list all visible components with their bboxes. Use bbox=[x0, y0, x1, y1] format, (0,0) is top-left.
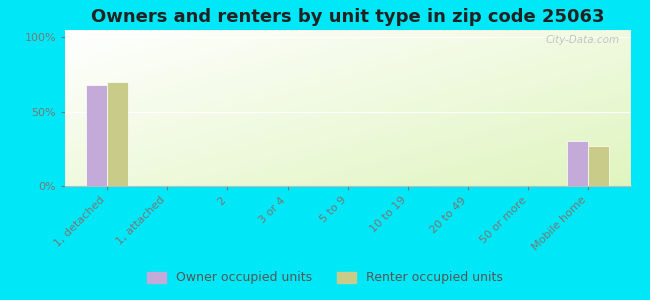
Bar bbox=[107, 82, 128, 186]
Bar bbox=[588, 146, 610, 186]
Bar bbox=[567, 141, 588, 186]
Title: Owners and renters by unit type in zip code 25063: Owners and renters by unit type in zip c… bbox=[91, 8, 604, 26]
Text: City-Data.com: City-Data.com bbox=[545, 35, 619, 45]
Legend: Owner occupied units, Renter occupied units: Owner occupied units, Renter occupied un… bbox=[141, 265, 509, 291]
Bar bbox=[86, 85, 107, 186]
